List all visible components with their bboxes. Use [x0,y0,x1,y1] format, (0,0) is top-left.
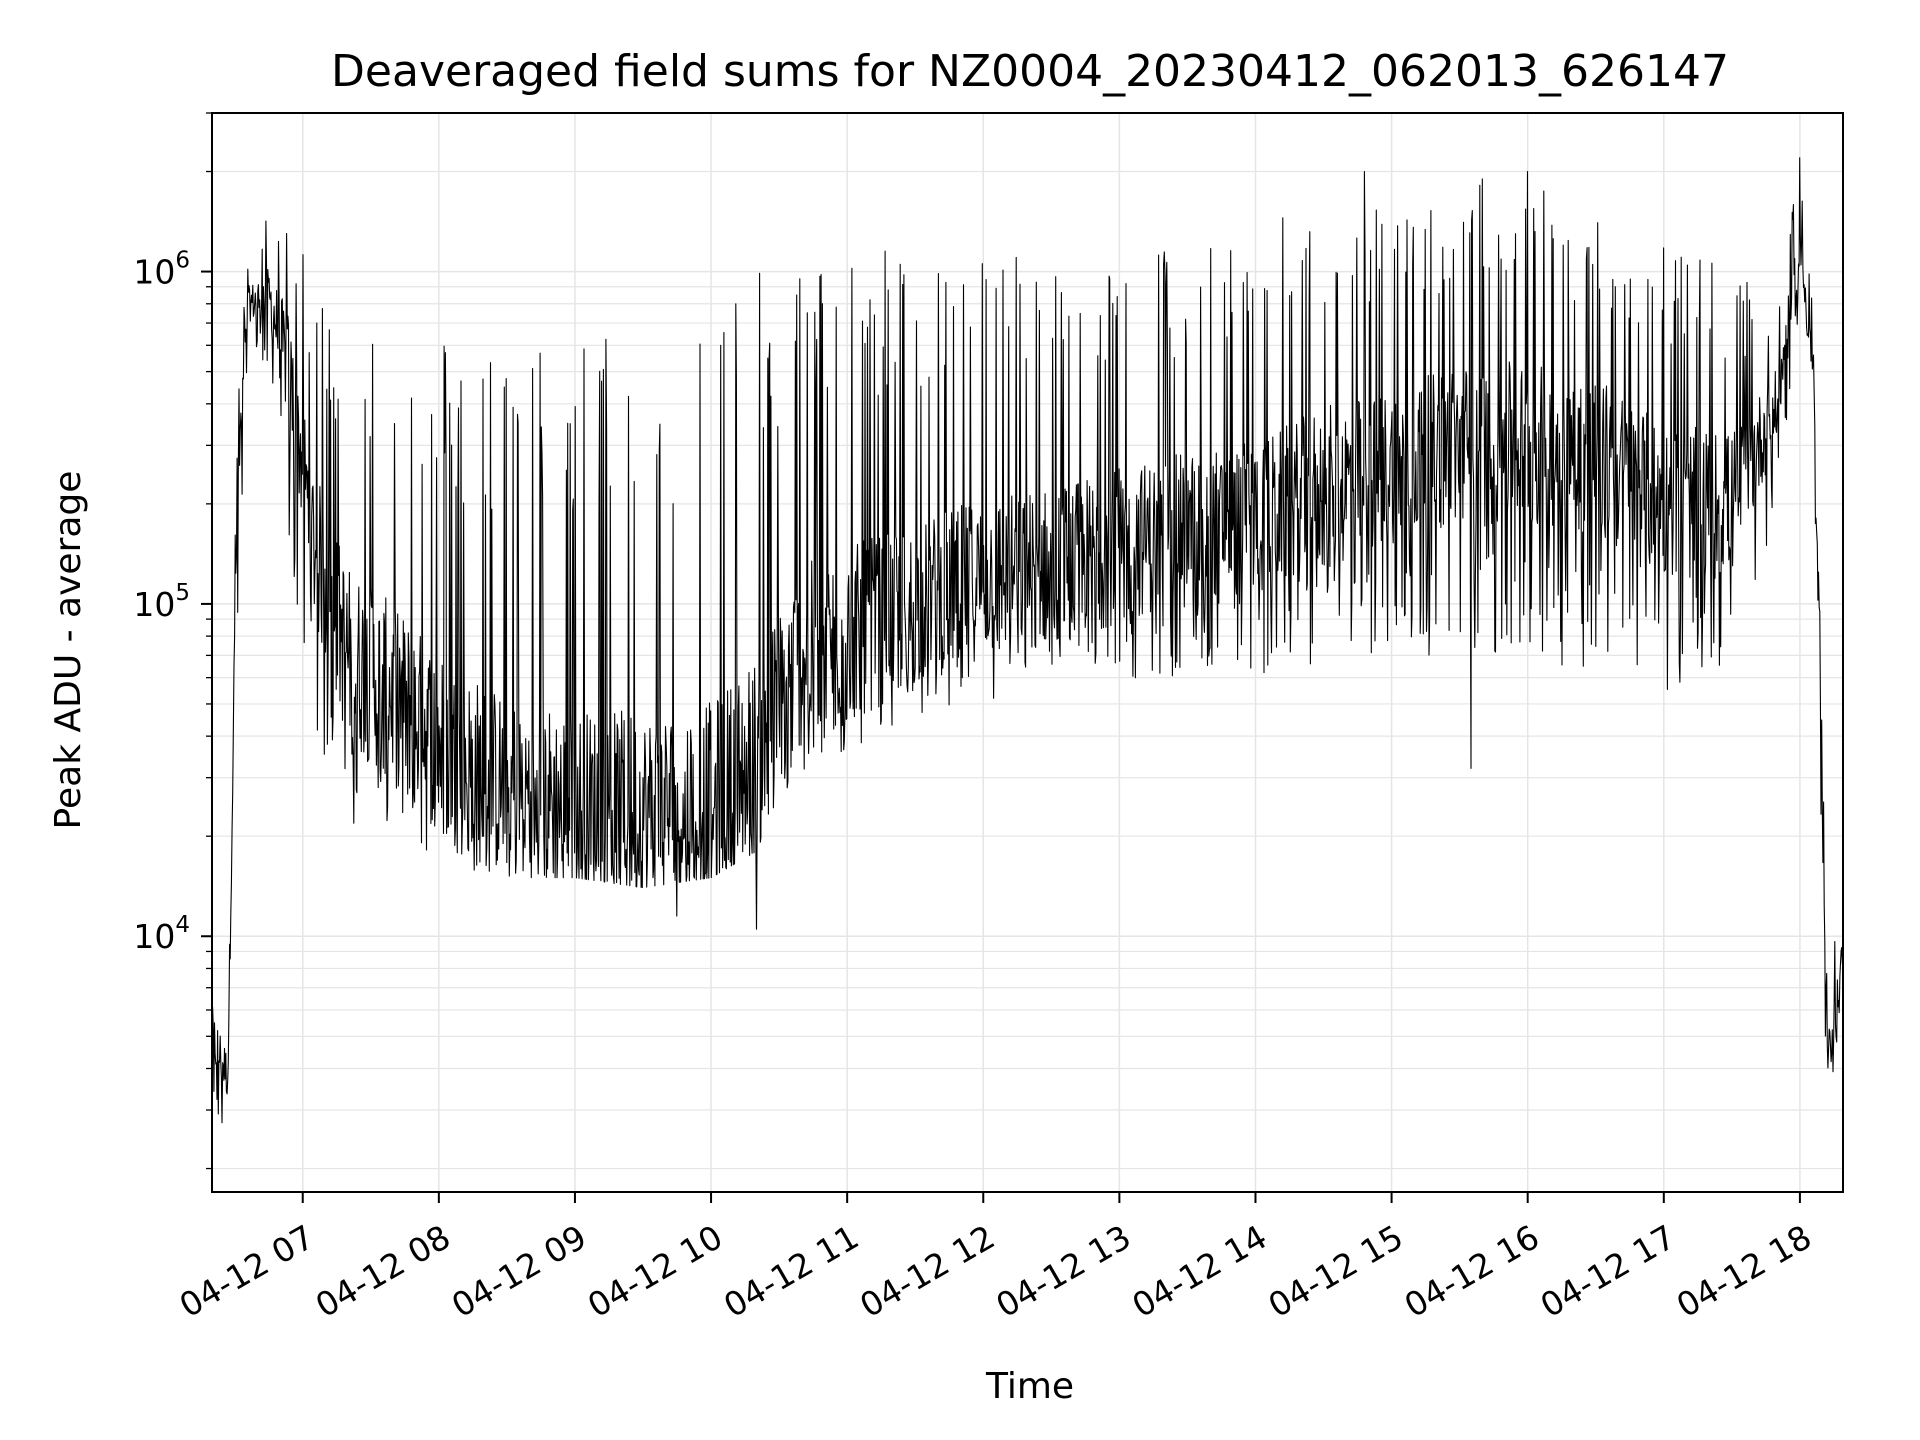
series-line [211,157,1844,1124]
y-tick-label: 106 [133,248,190,292]
data-series [211,157,1844,1124]
chart-title: Deaveraged field sums for NZ0004_2023041… [331,46,1729,97]
y-tick-label: 104 [133,912,190,956]
y-axis-label: Peak ADU - average [48,471,89,830]
y-tick-label: 105 [133,580,190,624]
x-axis-label: Time [985,1366,1074,1407]
plot-frame [211,112,1844,1193]
grid [212,112,1843,1192]
